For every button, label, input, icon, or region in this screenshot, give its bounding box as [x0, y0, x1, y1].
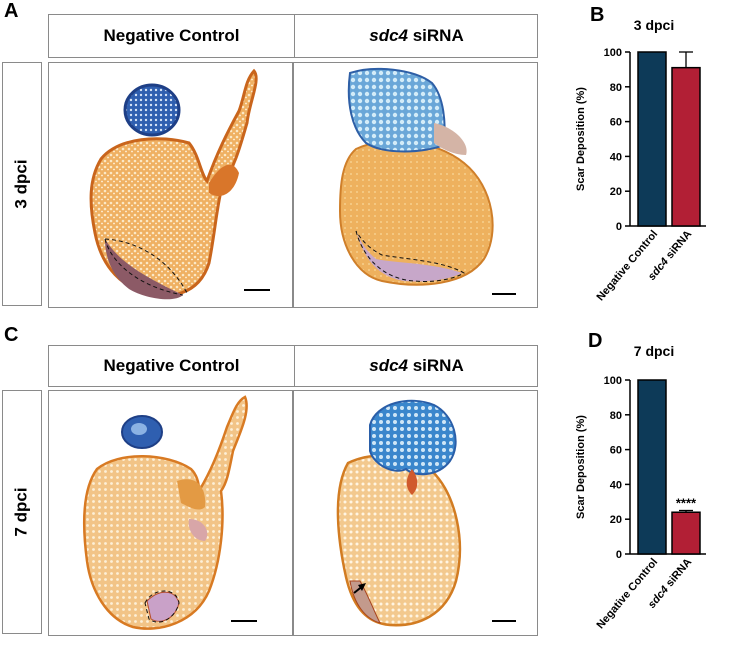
heart-image-sdc4-sirna-3dpci [293, 62, 538, 308]
bar-negative-control [637, 379, 667, 555]
panel-label-c: C [4, 324, 19, 346]
y-tick-label: 20 [610, 186, 622, 198]
header-divider [294, 346, 295, 386]
y-tick-label: 60 [610, 445, 622, 457]
scale-bar [492, 293, 516, 295]
y-tick-label: 60 [610, 117, 622, 129]
gene-name: sdc4 [369, 356, 408, 375]
y-tick-label: 40 [610, 151, 622, 163]
row-label-3dpci: 3 dpci [2, 62, 42, 306]
header-sdc4-sirna: sdc4 siRNA [294, 15, 539, 57]
y-tick-label: 100 [604, 375, 622, 387]
category-label: Negative Control [595, 556, 661, 631]
sirna-label: siRNA [408, 356, 464, 375]
chart-7dpci-svg: 7 dpci 0 20 40 60 80 100 Scar Deposition (%) Neg… [575, 343, 706, 631]
bar-negative-control [637, 51, 667, 227]
heart-image-negative-control-3dpci [48, 62, 293, 308]
bar-sdc4-sirna [671, 511, 701, 555]
header-negative-control: Negative Control [103, 26, 240, 45]
row-label-7dpci: 7 dpci [2, 390, 42, 634]
significance-annotation: **** [676, 496, 697, 511]
y-tick-label: 0 [616, 221, 622, 233]
y-tick-label: 0 [616, 549, 622, 561]
chart-title: 3 dpci [634, 17, 674, 33]
gene-name: sdc4 [369, 26, 408, 45]
arrow-icon [358, 583, 366, 591]
header-sdc4-sirna: sdc4 siRNA [294, 346, 539, 386]
y-axis-label: Scar Deposition (%) [575, 87, 587, 191]
scale-bar [492, 620, 516, 622]
top-column-header: Negative Control sdc4 siRNA [48, 14, 538, 58]
header-divider [294, 15, 295, 57]
bar-sdc4-sirna [671, 66, 701, 227]
scale-bar [231, 620, 257, 622]
panel-label-d: D [588, 330, 603, 352]
chart-title: 7 dpci [634, 343, 674, 359]
panel-label-a: A [4, 0, 19, 22]
y-axis-label: Scar Deposition (%) [575, 415, 587, 519]
y-tick-label: 80 [610, 410, 622, 422]
row-label-text: 7 dpci [12, 487, 31, 537]
panel-label-b: B [590, 4, 605, 26]
bottom-column-header: Negative Control sdc4 siRNA [48, 345, 538, 387]
row-label-text: 3 dpci [12, 159, 31, 209]
y-tick-label: 20 [610, 514, 622, 526]
bar-chart-3dpci: 3 dpci 0 20 40 60 80 100 Scar Deposition (%) Neg… [560, 8, 749, 330]
heart-image-sdc4-sirna-7dpci [293, 390, 538, 636]
category-label: Negative Control [595, 228, 661, 303]
sirna-label: siRNA [408, 26, 464, 45]
bar-chart-7dpci: 7 dpci 0 20 40 60 80 100 Scar Deposition (%) Neg… [560, 334, 749, 648]
chart-3dpci-svg: 3 dpci 0 20 40 60 80 100 Scar Deposition (%) Neg… [575, 17, 706, 303]
y-tick-label: 40 [610, 479, 622, 491]
y-tick-label: 100 [604, 47, 622, 59]
y-tick-label: 80 [610, 82, 622, 94]
heart-image-negative-control-7dpci [48, 390, 293, 636]
scale-bar [244, 289, 270, 291]
header-negative-control: Negative Control [103, 356, 240, 375]
